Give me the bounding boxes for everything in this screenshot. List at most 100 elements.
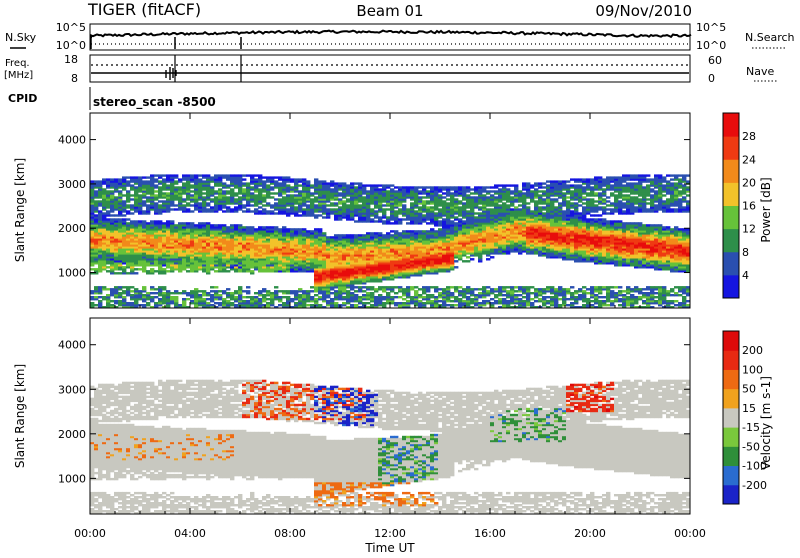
power-cell [362, 290, 366, 292]
power-cell [338, 182, 342, 184]
power-cell [490, 190, 494, 192]
power-cell [398, 208, 402, 210]
power-cell [170, 174, 174, 176]
power-cell [366, 184, 370, 186]
power-cell [314, 196, 318, 198]
power-cell [350, 234, 354, 236]
power-cell [294, 290, 298, 292]
power-cell [438, 186, 442, 188]
power-cell [410, 230, 414, 232]
power-cell [342, 302, 346, 304]
power-cell [434, 230, 438, 232]
power-cell [166, 290, 170, 292]
power-cell [462, 288, 466, 290]
power-cell [354, 182, 358, 184]
power-cell [466, 296, 470, 298]
power-cell [442, 192, 446, 194]
nsky-line [91, 31, 691, 38]
power-cell [146, 270, 150, 272]
power-cell [274, 176, 278, 178]
power-cell [450, 304, 454, 306]
power-cell [290, 228, 294, 230]
power-cell [374, 210, 378, 212]
power-cell [418, 288, 422, 290]
power-cell [206, 298, 210, 300]
power-cell [426, 206, 430, 208]
power-cell [410, 296, 414, 298]
power-cell [294, 178, 298, 180]
power-cell [274, 198, 278, 200]
nave-tick-top: 60 [708, 54, 722, 67]
power-cell [426, 286, 430, 288]
power-cell [190, 194, 194, 196]
power-cell [158, 180, 162, 182]
power-cell [262, 208, 266, 210]
power-cell [350, 304, 354, 306]
power-cell [150, 220, 154, 222]
power-cell [242, 290, 246, 292]
power-cell [290, 290, 294, 292]
power-cell [266, 302, 270, 304]
power-cell [466, 210, 470, 212]
power-cell [262, 288, 266, 290]
power-cell [362, 184, 366, 186]
power-cell [270, 186, 274, 188]
power-cell [454, 198, 458, 200]
power-cell [206, 222, 210, 224]
power-cell [282, 196, 286, 198]
power-cell [506, 286, 510, 288]
power-cell [322, 180, 326, 182]
power-cell [370, 292, 374, 294]
power-cell [230, 224, 234, 226]
power-cell [486, 190, 490, 192]
power-cell [126, 210, 130, 212]
power-cell [94, 190, 98, 192]
power-cell [362, 294, 366, 296]
power-cell [294, 228, 298, 230]
power-cell [490, 186, 494, 188]
power-cell [266, 176, 270, 178]
power-cell [382, 286, 386, 288]
power-cell [326, 204, 330, 206]
power-cell [306, 180, 310, 182]
power-cell [350, 182, 354, 184]
power-cell [426, 294, 430, 296]
power-cell [426, 200, 430, 202]
power-cell [126, 176, 130, 178]
power-cell [378, 232, 382, 234]
power-cell [286, 194, 290, 196]
power-cell [498, 184, 502, 186]
power-cell [258, 188, 262, 190]
power-cell [178, 178, 182, 180]
power-cell [238, 286, 242, 288]
power-cell [134, 272, 138, 274]
power-cell [242, 178, 246, 180]
power-cell [222, 190, 226, 192]
power-cell [490, 208, 494, 210]
power-cell [334, 208, 338, 210]
power-cell [130, 294, 134, 296]
power-cell [370, 218, 374, 220]
power-cell [226, 190, 230, 192]
power-cell [482, 286, 486, 288]
power-cell [254, 228, 258, 230]
power-cell [378, 286, 382, 288]
power-cell [246, 208, 250, 210]
power-cell [130, 184, 134, 186]
power-cell [302, 178, 306, 180]
power-cell [438, 288, 442, 290]
power-cell [474, 288, 478, 290]
power-cell [374, 184, 378, 186]
power-cell [382, 184, 386, 186]
power-cell [94, 286, 98, 288]
power-cell [458, 218, 462, 220]
power-cell [142, 200, 146, 202]
power-cell [122, 296, 126, 298]
power-cell [186, 298, 190, 300]
power-cell [438, 292, 442, 294]
power-cell [490, 194, 494, 196]
power-cell [450, 220, 454, 222]
power-cell [230, 174, 234, 176]
power-cell [498, 286, 502, 288]
power-cell [198, 294, 202, 296]
